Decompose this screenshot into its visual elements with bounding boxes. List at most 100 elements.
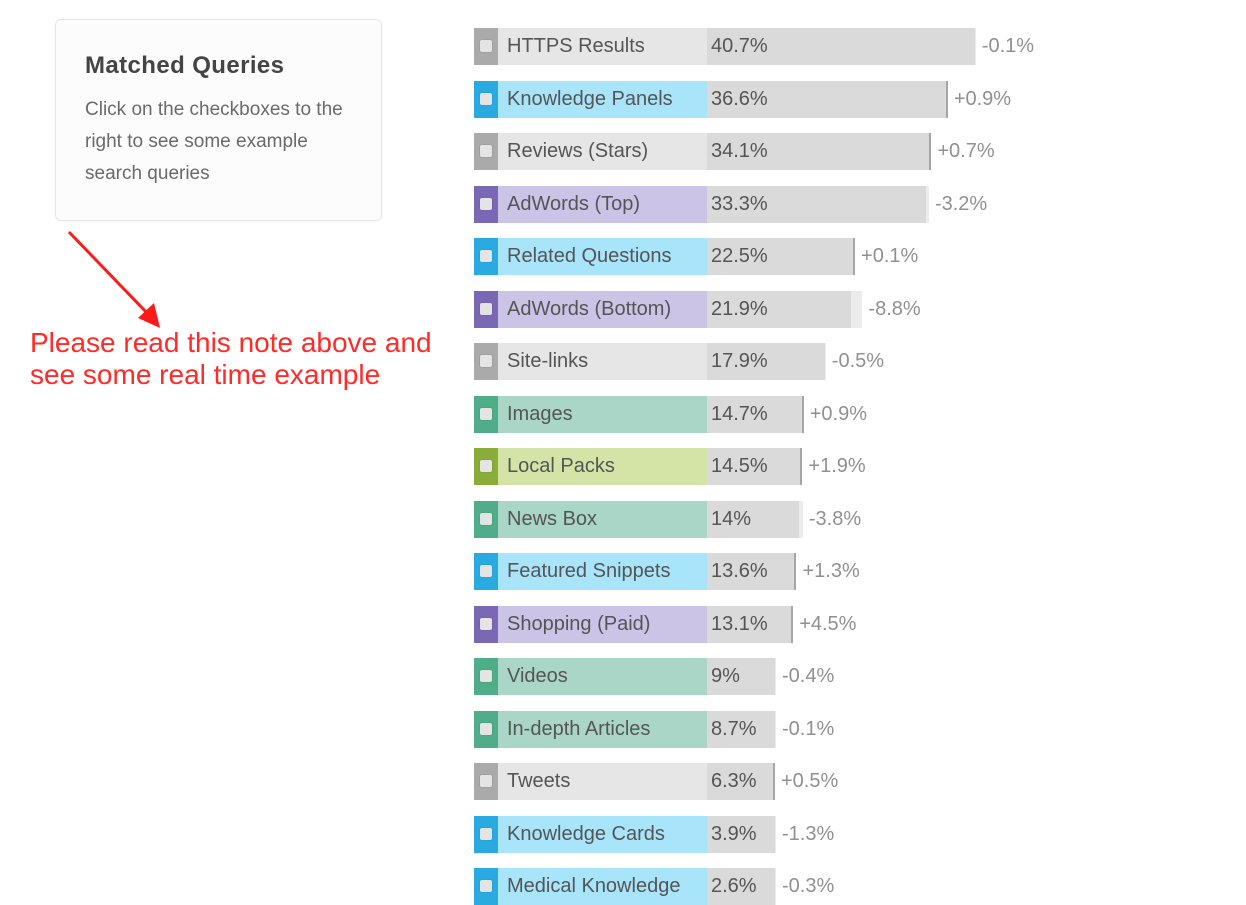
label-background [498,291,707,328]
category-color-swatch [474,868,498,905]
value-bar [707,763,775,800]
row-label: Site-links [507,350,589,372]
row-checkbox[interactable] [480,460,492,472]
label-background [498,28,707,65]
row-checkbox[interactable] [480,775,492,787]
row-value: 14% [711,508,752,530]
row-value: 22.5% [711,245,768,267]
category-color-swatch [474,186,498,223]
label-background [498,868,707,905]
decrease-indicator [849,291,863,328]
row-label: In-depth Articles [507,718,651,740]
value-bar [707,81,948,118]
chart-row: Related Questions 22.5% +0.1% [474,238,1174,275]
value-bar [707,816,775,853]
matched-queries-card: Matched Queries Click on the checkboxes … [55,19,382,221]
row-checkbox[interactable] [480,198,492,210]
row-change: -3.8% [808,508,862,530]
category-color-swatch [474,28,498,65]
row-checkbox[interactable] [480,828,492,840]
row-label: HTTPS Results [507,35,645,57]
row-label: Reviews (Stars) [507,140,649,162]
row-checkbox[interactable] [480,618,492,630]
row-checkbox[interactable] [480,250,492,262]
row-value: 14.7% [711,403,768,425]
row-value: 6.3% [711,770,757,792]
row-label: Shopping (Paid) [507,613,651,635]
row-change: -8.8% [868,298,921,320]
label-background [498,133,707,170]
value-bar [707,448,803,485]
category-color-swatch [474,501,498,538]
row-value: 34.1% [711,140,768,162]
increase-indicator [801,396,804,433]
row-value: 13.6% [711,560,768,582]
row-checkbox[interactable] [480,880,492,892]
row-value: 8.7% [711,718,757,740]
row-value: 33.3% [711,193,768,215]
row-checkbox[interactable] [480,723,492,735]
category-color-swatch [474,396,498,433]
row-value: 14.5% [711,455,768,477]
category-color-swatch [474,133,498,170]
row-label: Images [507,403,573,425]
category-color-swatch [474,238,498,275]
label-background [498,238,707,275]
chart-row: HTTPS Results 40.7% -0.1% [474,28,1174,65]
row-label: AdWords (Bottom) [507,298,672,320]
row-label: Knowledge Panels [507,88,673,110]
row-checkbox[interactable] [480,513,492,525]
chart-row: Site-links 17.9% -0.5% [474,343,1174,380]
decrease-indicator [797,501,803,538]
row-label: AdWords (Top) [507,193,641,215]
row-checkbox[interactable] [480,355,492,367]
chart-row: Medical Knowledge 2.6% -0.3% [474,868,1174,905]
category-color-swatch [474,291,498,328]
chart-row: AdWords (Bottom) 21.9% -8.8% [474,291,1174,328]
row-change: +4.5% [799,613,857,635]
value-bar [707,606,794,643]
row-value: 2.6% [711,875,757,897]
value-bar [707,28,975,65]
red-arrow-icon [67,230,160,328]
chart-row: News Box 14% -3.8% [474,501,1174,538]
chart-row: Reviews (Stars) 34.1% +0.7% [474,133,1174,170]
chart-row: AdWords (Top) 33.3% -3.2% [474,186,1174,223]
category-color-swatch [474,343,498,380]
row-checkbox[interactable] [480,303,492,315]
row-checkbox[interactable] [480,408,492,420]
chart-row: In-depth Articles 8.7% -0.1% [474,711,1174,748]
value-bar [707,238,856,275]
card-description: Click on the checkboxes to the right to … [85,99,343,184]
row-change: +0.9% [953,88,1012,110]
chart-row: Local Packs 14.5% +1.9% [474,448,1174,485]
value-bar [707,343,825,380]
label-background [498,606,707,643]
label-background [498,711,707,748]
chart-row: Knowledge Panels 36.6% +0.9% [474,81,1174,118]
row-change: +0.9% [809,403,867,425]
category-color-swatch [474,553,498,590]
row-checkbox[interactable] [480,93,492,105]
chart-row: Shopping (Paid) 13.1% +4.5% [474,606,1174,643]
row-checkbox[interactable] [480,40,492,52]
annotation-note: Please read this note above and see some… [30,327,432,390]
chart-row: Videos 9% -0.4% [474,658,1174,695]
label-background [498,553,707,590]
increase-indicator [791,606,794,643]
label-background [498,658,707,695]
row-checkbox[interactable] [480,145,492,157]
row-value: 9% [711,665,740,687]
row-change: +0.7% [937,140,995,162]
category-color-swatch [474,816,498,853]
row-checkbox[interactable] [480,565,492,577]
row-label: Knowledge Cards [507,823,665,845]
row-value: 13.1% [711,613,768,635]
row-value: 17.9% [711,350,768,372]
row-label: Medical Knowledge [507,875,681,897]
row-change: -0.3% [782,875,835,897]
row-checkbox[interactable] [480,670,492,682]
value-bar [707,711,775,748]
increase-indicator [945,81,948,118]
category-color-swatch [474,448,498,485]
